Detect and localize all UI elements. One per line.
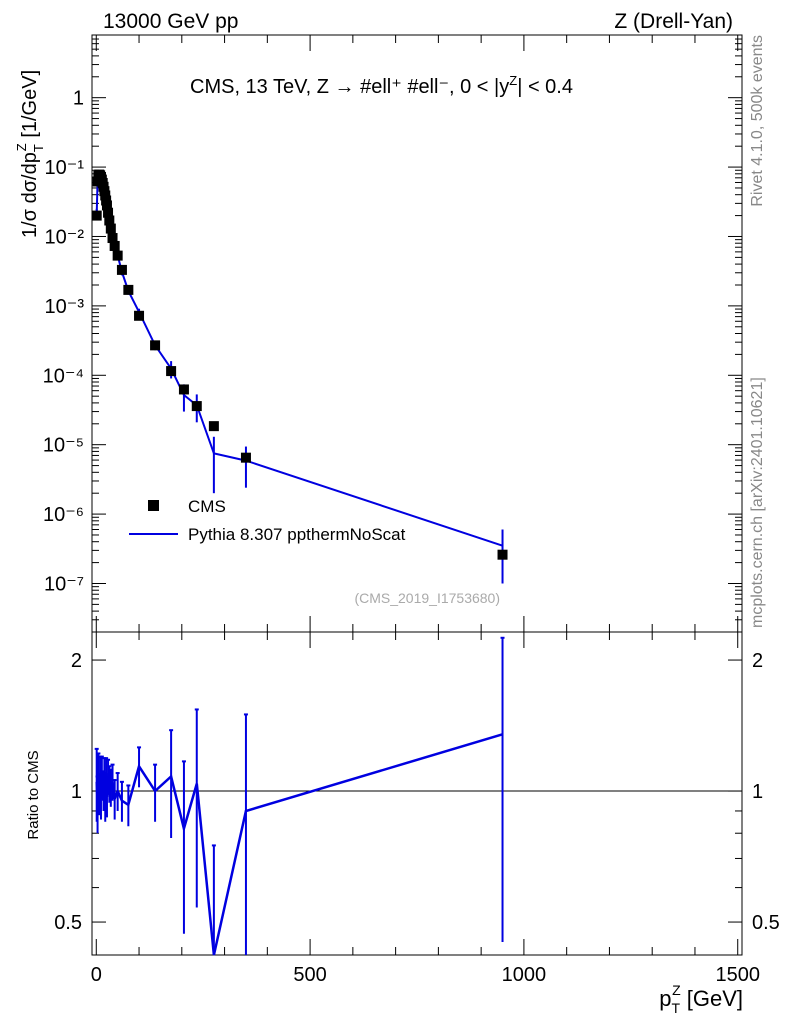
- ratio-mc-line: [95, 733, 503, 956]
- main-y-tick-labels: 10⁻⁷ 10⁻⁶ 10⁻⁵ 10⁻⁴ 10⁻³ 10⁻² 10⁻¹ 1: [43, 88, 85, 596]
- data-point: [100, 190, 111, 201]
- data-point: [116, 264, 127, 275]
- data-point: [240, 452, 251, 463]
- data-point: [91, 210, 102, 221]
- mcplots-source-label: mcplots.cern.ch [arXiv:2401.10621]: [749, 377, 766, 628]
- data-point: [191, 401, 202, 412]
- main-y-tick-label: 10⁻¹: [45, 157, 85, 179]
- data-point: [112, 250, 123, 261]
- legend-data-label: CMS: [188, 497, 226, 516]
- data-point: [150, 340, 161, 351]
- ratio-panel: 0.5 0.5 1 1 2 2 0 500 1000 1500 Ratio to CMS pTZ…: [25, 631, 780, 1016]
- data-point: [208, 421, 219, 432]
- header-energy: 13000 GeV pp: [103, 10, 238, 33]
- ratio-y-tick-label: 1: [71, 781, 82, 803]
- ratio-frame: [91, 631, 743, 956]
- ratio-y-tick-label: 0.5: [54, 912, 82, 934]
- main-y-tick-label: 10⁻⁷: [44, 573, 84, 595]
- ratio-x-tick-label: 0: [91, 964, 102, 986]
- data-series: [91, 169, 508, 560]
- data-point: [134, 310, 145, 321]
- data-point: [103, 207, 114, 218]
- main-panel: CMS, 13 TeV, Z → #ell⁺ #ell⁻, 0 < |yZ| <…: [14, 34, 743, 633]
- ratio-y-tick-label: 2: [752, 650, 763, 672]
- main-y-tick-label: 10⁻⁴: [43, 365, 84, 387]
- ratio-y-tick-labels: 0.5 0.5 1 1 2 2: [54, 650, 780, 934]
- data-point: [101, 200, 112, 211]
- data-point: [109, 240, 120, 251]
- main-y-axis-label: 1/σ dσ/dpTZ [1/GeV]: [14, 70, 46, 238]
- ratio-x-tick-label: 1500: [715, 964, 760, 986]
- data-point: [123, 284, 134, 295]
- data-point: [166, 366, 177, 377]
- mc-line: [95, 173, 503, 547]
- ratio-series: [94, 636, 505, 956]
- ratio-y-tick-label: 2: [71, 650, 82, 672]
- mc-series: [95, 170, 504, 584]
- x-axis-label: pTZ [GeV]: [659, 982, 743, 1016]
- main-y-tick-label: 10⁻⁵: [43, 435, 84, 457]
- legend-data-marker: [148, 500, 159, 511]
- main-y-tick-label: 10⁻²: [45, 226, 85, 248]
- ratio-x-tick-label: 500: [293, 964, 326, 986]
- data-point: [105, 223, 116, 234]
- data-point: [178, 384, 189, 395]
- ratio-x-tick-labels: 0 500 1000 1500: [91, 964, 760, 986]
- ratio-y-tick-label: 0.5: [752, 912, 780, 934]
- data-point: [107, 233, 118, 244]
- main-y-tick-label: 10⁻⁶: [43, 504, 84, 526]
- main-title: CMS, 13 TeV, Z → #ell⁺ #ell⁻, 0 < |yZ| <…: [190, 73, 573, 98]
- legend-mc-label: Pythia 8.307 ppthermNoScat: [188, 525, 406, 544]
- rivet-version-label: Rivet 4.1.0, 500k events: [749, 35, 766, 207]
- ratio-y-axis-label: Ratio to CMS: [25, 750, 42, 839]
- main-y-tick-label: 10⁻³: [45, 296, 85, 318]
- data-point: [497, 549, 508, 560]
- ratio-x-tick-label: 1000: [502, 964, 547, 986]
- main-y-tick-label: 1: [73, 88, 84, 110]
- analysis-watermark: (CMS_2019_I1753680): [354, 590, 500, 606]
- header-process: Z (Drell-Yan): [614, 10, 733, 33]
- ratio-axes: [91, 631, 743, 956]
- data-point: [104, 215, 115, 226]
- ratio-y-tick-label: 1: [752, 781, 763, 803]
